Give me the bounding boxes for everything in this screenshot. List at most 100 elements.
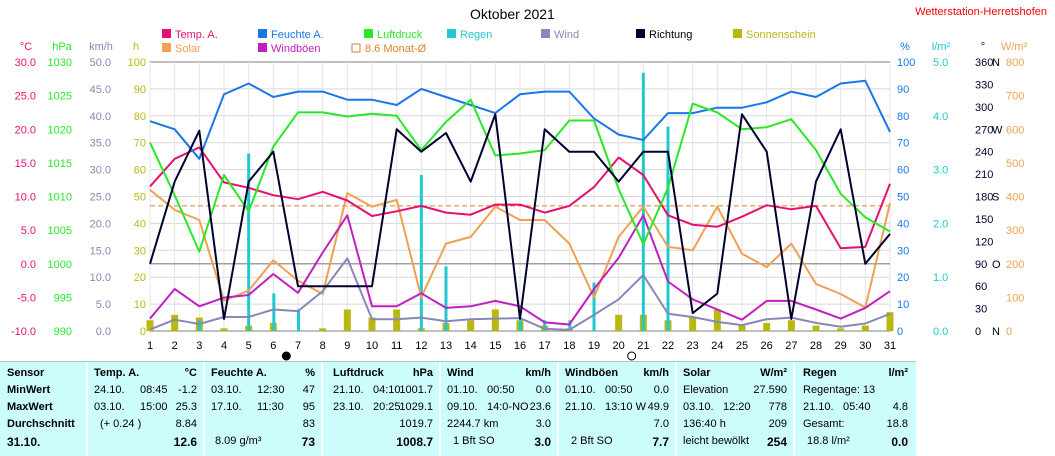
y-tick-direction: 240 — [975, 147, 993, 159]
press-unit: hPa — [412, 367, 433, 379]
x-tick-label: 14 — [465, 340, 477, 352]
x-tick-label: 21 — [637, 340, 649, 352]
gust-max-value: 49.9 — [647, 401, 669, 413]
y-tick-wind: 15.0 — [90, 245, 111, 257]
hum-max-value: 95 — [302, 401, 315, 413]
legend-swatch-monthly_avg — [351, 43, 361, 53]
sunshine-bar — [689, 317, 697, 331]
wind-beaufort: 1 Bft SO — [453, 435, 495, 447]
sunshine-bar — [467, 320, 475, 331]
legend-label-gust: Windböen — [271, 43, 321, 55]
rain-bar — [419, 174, 423, 331]
series-line-gust — [149, 214, 891, 326]
y-unit-temp: °C — [20, 41, 32, 53]
rain-total-label: Gesamt: — [803, 418, 845, 430]
gust-avg-value: 7.0 — [653, 418, 669, 430]
x-tick-label: 24 — [711, 340, 723, 352]
solar-hours: 136:40 h — [683, 418, 726, 430]
rain-bar — [297, 309, 300, 331]
y-tick-sunshine: 20 — [134, 272, 146, 284]
sunshine-bar — [837, 328, 845, 331]
y-tick-sunshine: 100 — [128, 57, 146, 69]
solar-elevation-label: Elevation — [683, 384, 729, 396]
legend-swatch-direction — [636, 29, 645, 38]
y-tick-solar: 100 — [1006, 292, 1024, 304]
y-tick-direction: 360 — [975, 57, 993, 69]
rain-bar — [519, 320, 522, 331]
solar-title: Solar — [683, 367, 711, 379]
wind-min-date: 01.10. — [447, 384, 478, 396]
rain-max-value: 4.8 — [892, 401, 908, 413]
press-current-value: 1008.7 — [396, 435, 433, 449]
y-tick-sunshine: 70 — [134, 138, 146, 150]
y-tick-humidity: 80 — [897, 111, 909, 123]
y-tick-wind: 10.0 — [90, 272, 111, 284]
legend-swatch-sunshine — [733, 29, 742, 38]
x-tick-label: 25 — [736, 340, 748, 352]
gust-min-date: 01.10. — [565, 384, 596, 396]
y-tick-temp: 20.0 — [15, 124, 36, 136]
press-min-time: 04:10 — [373, 384, 401, 396]
temp-max-time: 15:00 — [140, 401, 168, 413]
min-label: MinWert — [7, 384, 51, 396]
y-tick-wind: 0.0 — [96, 326, 111, 338]
temp-title: Temp. A. — [94, 367, 140, 379]
y-tick-humidity: 60 — [897, 165, 909, 177]
temp-max-date: 03.10. — [94, 401, 125, 413]
y-tick-wind: 40.0 — [90, 111, 111, 123]
rain-bar — [197, 320, 201, 331]
rain-bar — [592, 282, 596, 331]
hum-unit: % — [305, 367, 315, 379]
x-tick-label: 16 — [514, 340, 526, 352]
rain-days: Regentage: 13 — [803, 384, 876, 396]
y-tick-humidity: 50 — [897, 192, 909, 204]
y-tick-wind: 5.0 — [96, 299, 111, 311]
x-tick-label: 26 — [761, 340, 773, 352]
gust-beaufort: 2 Bft SO — [571, 435, 613, 447]
right-blank — [916, 361, 1055, 455]
y-unit-wind: km/h — [89, 41, 113, 53]
x-tick-label: 22 — [662, 340, 674, 352]
wind-max-value: 23.6 — [529, 401, 551, 413]
x-tick-label: 12 — [415, 340, 427, 352]
direction-letter: S — [992, 192, 999, 204]
temp-trend: (+ 0.24 ) — [100, 418, 142, 430]
solar-avg-value: 209 — [768, 418, 787, 430]
legend-label-monthly_avg: 8.6 Monat-Ø — [365, 43, 427, 55]
gust-min-time: 00:50 — [605, 384, 633, 396]
x-tick-label: 4 — [221, 340, 227, 352]
x-tick-label: 5 — [246, 340, 252, 352]
x-tick-label: 28 — [810, 340, 822, 352]
weather-chart: 1 2 3 4 5 6 7 8 9 10 11 12 13 14 15 16 17 18 19 20 21 22 23 24 2… — [11, 29, 1028, 361]
y-tick-direction: 270 — [975, 124, 993, 136]
legend-swatch-gust — [258, 43, 267, 52]
press-max-date: 23.10. — [333, 401, 364, 413]
y-tick-wind: 50.0 — [90, 57, 111, 69]
x-tick-label: 11 — [391, 340, 402, 352]
y-tick-wind: 20.0 — [90, 218, 111, 230]
hum-max-time: 11:30 — [257, 401, 284, 413]
y-tick-wind: 30.0 — [90, 165, 111, 177]
x-tick-label: 29 — [835, 340, 847, 352]
x-tick-label: 8 — [320, 340, 326, 352]
y-tick-rain: 5.0 — [933, 57, 948, 69]
y-tick-humidity: 30 — [897, 245, 909, 257]
y-tick-solar: 800 — [1006, 57, 1024, 69]
y-tick-humidity: 100 — [897, 57, 915, 69]
sunshine-bar — [491, 309, 499, 331]
date-label: 31.10. — [7, 435, 41, 449]
y-tick-rain: 4.0 — [933, 111, 948, 123]
y-unit-solar: W/m² — [1001, 41, 1028, 53]
stats-humidity-panel: Feuchte A.% 03.10. 12:30 47 17.10. 11:30 95 … — [205, 362, 323, 456]
y-unit-direction: ° — [981, 41, 985, 53]
series-line-humidity — [149, 79, 891, 160]
x-tick-label: 30 — [859, 340, 871, 352]
gust-max-time: 13:10 W — [605, 401, 646, 413]
gust-unit: km/h — [643, 367, 669, 379]
y-tick-direction: 180 — [975, 192, 993, 204]
series-line-pressure — [149, 98, 891, 253]
y-tick-direction: 210 — [975, 169, 993, 181]
x-tick-label: 27 — [785, 340, 797, 352]
y-tick-rain: 2.0 — [933, 218, 948, 230]
stats-table: Sensor MinWert MaxWert Durchschnitt 31.1… — [0, 361, 916, 456]
